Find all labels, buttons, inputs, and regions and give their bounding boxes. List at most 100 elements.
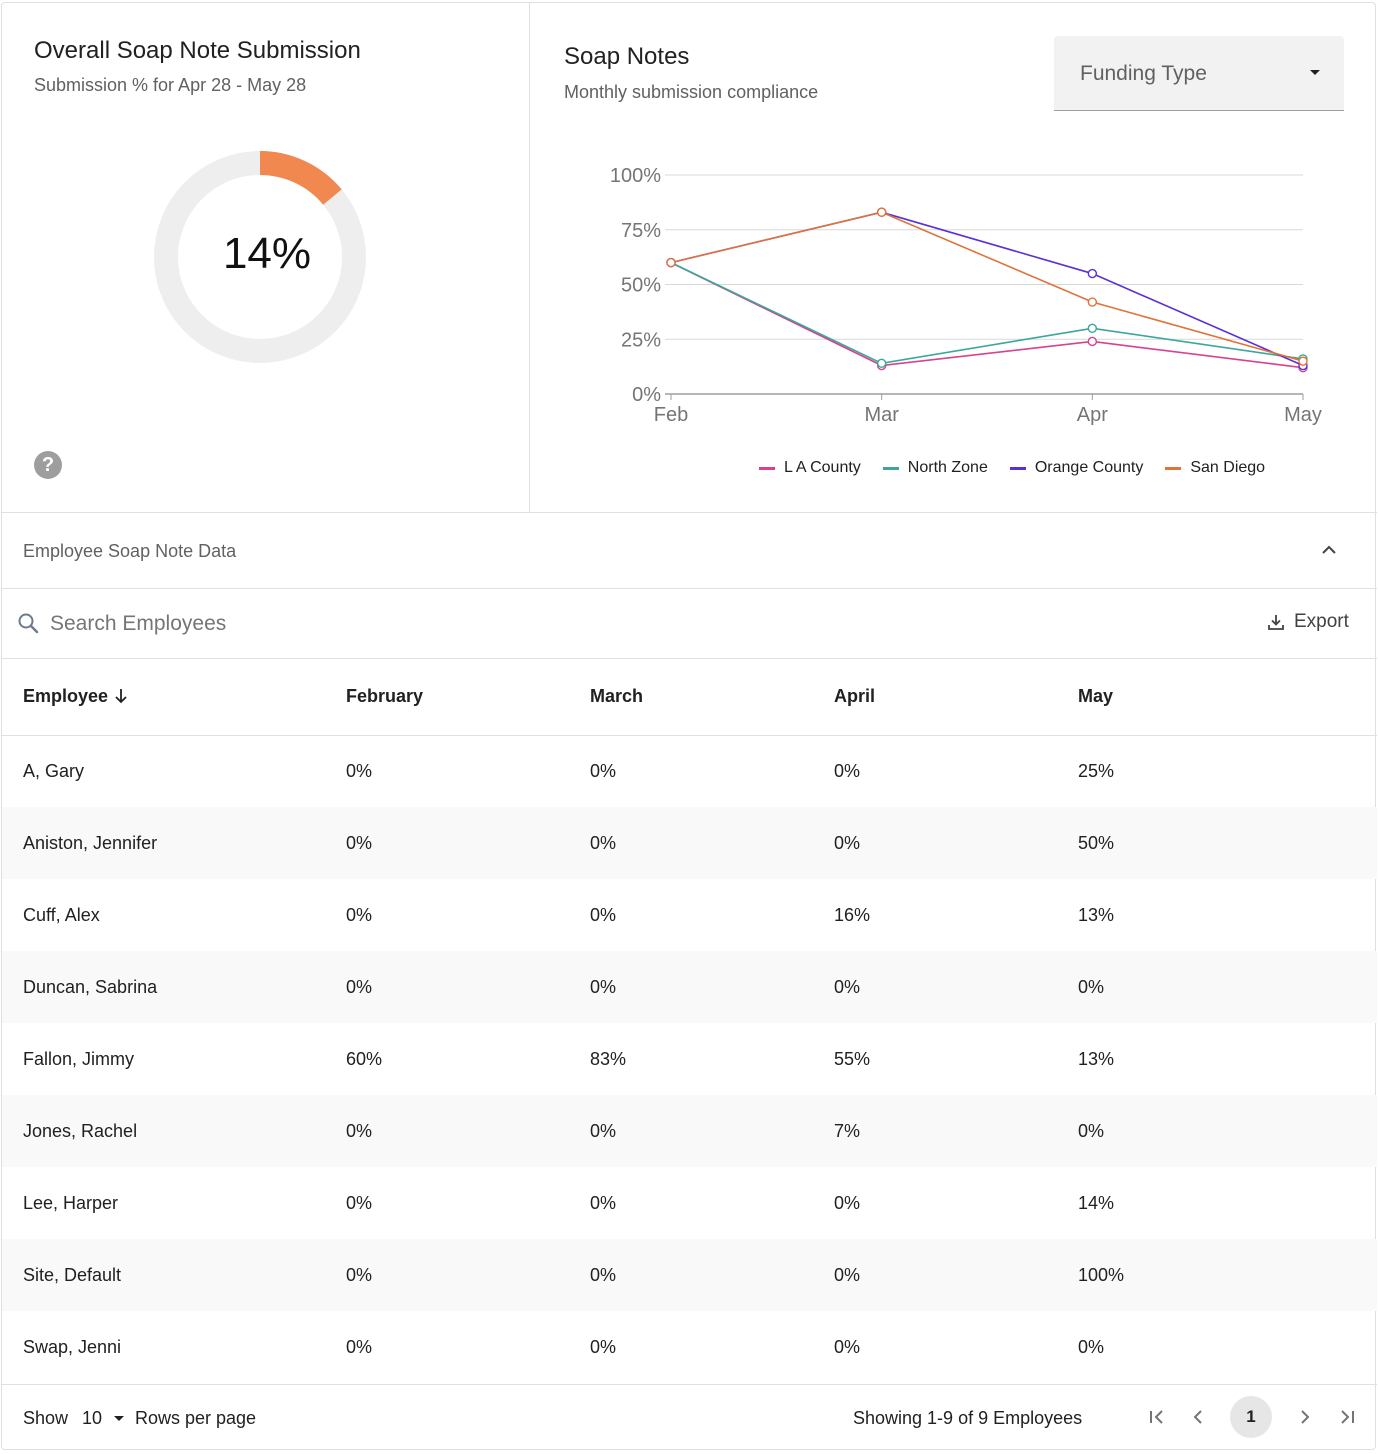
showing-count-text: Showing 1-9 of 9 Employees: [853, 1408, 1083, 1428]
column-header-employee[interactable]: Employee: [2, 659, 346, 735]
table-row[interactable]: A, Gary 0% 0% 0% 25%: [2, 735, 1377, 807]
april-cell: 0%: [834, 1336, 861, 1357]
april-cell: 0%: [834, 1192, 861, 1213]
table-pagination-footer: Show 10 Rows per page Showing 1-9 of 9 E…: [2, 1384, 1377, 1451]
last-page-icon[interactable]: [1335, 1405, 1359, 1429]
summary-row: Overall Soap Note Submission Submission …: [2, 3, 1377, 513]
column-header-march[interactable]: March: [590, 686, 644, 707]
y-tick-label: 100%: [610, 165, 661, 187]
series-line: [670, 261, 1304, 369]
x-tick-label: Mar: [864, 404, 899, 426]
y-tick-label: 0%: [632, 384, 661, 406]
march-cell: 0%: [590, 1192, 617, 1213]
legend-label: San Diego: [1190, 459, 1266, 476]
soap-notes-subtitle: Monthly submission compliance: [564, 82, 819, 102]
legend-swatch-la-county: [759, 466, 775, 470]
february-cell: 0%: [346, 1120, 373, 1141]
legend-item-orange-county[interactable]: Orange County: [1009, 459, 1144, 477]
march-cell: 0%: [590, 1336, 617, 1357]
february-cell: 0%: [346, 1264, 373, 1285]
export-button[interactable]: Export: [1266, 611, 1349, 633]
previous-page-icon[interactable]: [1186, 1405, 1210, 1429]
march-cell: 0%: [590, 976, 617, 997]
table-row[interactable]: Duncan, Sabrina 0% 0% 0% 0%: [2, 951, 1377, 1023]
soap-notes-title: Soap Notes: [564, 43, 690, 70]
march-cell: 83%: [590, 1048, 627, 1069]
march-cell: 0%: [590, 832, 617, 853]
soap-notes-panel: Soap Notes Monthly submission compliance…: [531, 3, 1377, 513]
employee-name-cell: Lee, Harper: [23, 1192, 119, 1213]
x-tick-label: May: [1284, 404, 1322, 426]
february-cell: 60%: [346, 1048, 383, 1069]
employee-name-cell: A, Gary: [23, 760, 85, 781]
may-cell: 13%: [1078, 1048, 1115, 1069]
data-point: [876, 358, 887, 369]
march-cell: 0%: [590, 1264, 617, 1285]
april-cell: 0%: [834, 976, 861, 997]
may-cell: 13%: [1078, 904, 1115, 925]
current-page-button[interactable]: 1: [1230, 1396, 1272, 1438]
legend-item-la-county[interactable]: L A County: [759, 459, 861, 477]
table-row[interactable]: Jones, Rachel 0% 0% 7% 0%: [2, 1095, 1377, 1167]
donut-progress-arc: [259, 151, 342, 206]
series-line: [670, 261, 1304, 365]
legend-label: Orange County: [1034, 459, 1144, 476]
april-cell: 7%: [834, 1120, 861, 1141]
first-page-icon[interactable]: [1145, 1405, 1169, 1429]
march-cell: 0%: [590, 760, 617, 781]
data-point: [1087, 268, 1098, 279]
submission-donut: [154, 151, 366, 363]
employee-name-cell: Aniston, Jennifer: [23, 832, 158, 853]
dropdown-caret-icon: [1310, 70, 1320, 75]
legend-label: North Zone: [907, 459, 988, 476]
export-label: Export: [1294, 611, 1349, 632]
funding-type-select[interactable]: Funding Type: [1054, 36, 1344, 111]
february-cell: 0%: [346, 760, 373, 781]
data-point: [1087, 323, 1098, 334]
table-row[interactable]: Swap, Jenni 0% 0% 0% 0%: [2, 1311, 1377, 1383]
column-header-april[interactable]: April: [834, 686, 876, 707]
may-cell: 14%: [1078, 1192, 1115, 1213]
column-header-label: Employee: [23, 686, 109, 707]
chart-legend: L A County North Zone Orange County San …: [759, 459, 1265, 477]
table-header-row: Employee February March April May: [2, 659, 1377, 735]
legend-item-north-zone[interactable]: North Zone: [882, 459, 988, 477]
table-row[interactable]: Fallon, Jimmy 60% 83% 55% 13%: [2, 1023, 1377, 1095]
overall-subtitle: Submission % for Apr 28 - May 28: [34, 75, 307, 95]
overall-submission-panel: Overall Soap Note Submission Submission …: [2, 3, 530, 513]
help-circle-icon[interactable]: ?: [34, 451, 62, 479]
sort-arrow-down-icon[interactable]: [114, 688, 128, 704]
legend-swatch-north-zone: [882, 466, 899, 470]
may-cell: 0%: [1078, 1336, 1105, 1357]
may-cell: 25%: [1078, 760, 1115, 781]
overall-title: Overall Soap Note Submission: [34, 37, 361, 64]
april-cell: 0%: [834, 760, 861, 781]
data-point: [1298, 356, 1308, 366]
table-row[interactable]: Lee, Harper 0% 0% 0% 14%: [2, 1167, 1377, 1239]
download-icon: [1268, 615, 1284, 630]
table-row[interactable]: Cuff, Alex 0% 0% 16% 13%: [2, 879, 1377, 951]
table-row[interactable]: Aniston, Jennifer 0% 0% 0% 50%: [2, 807, 1377, 879]
column-header-february[interactable]: February: [346, 686, 424, 707]
employee-section-header[interactable]: Employee Soap Note Data: [2, 513, 1377, 589]
column-header-may[interactable]: May: [1078, 686, 1114, 707]
chevron-up-icon[interactable]: [1322, 543, 1336, 557]
march-cell: 0%: [590, 1120, 617, 1141]
next-page-icon[interactable]: [1293, 1405, 1317, 1429]
legend-item-san-diego[interactable]: San Diego: [1165, 459, 1265, 477]
employee-name-cell: Jones, Rachel: [23, 1120, 138, 1141]
may-cell: 0%: [1078, 976, 1105, 997]
rows-per-page-select[interactable]: 10: [82, 1408, 103, 1428]
series-line: [670, 211, 1304, 362]
employee-name-cell: Swap, Jenni: [23, 1336, 122, 1357]
data-point: [1087, 297, 1098, 307]
y-tick-label: 50%: [621, 275, 661, 297]
may-cell: 100%: [1078, 1264, 1125, 1285]
search-employees-input[interactable]: [50, 607, 550, 641]
search-icon: [18, 613, 39, 634]
compliance-line-chart: 0% 25% 50% 75% 100% Feb Mar Apr May: [610, 165, 1322, 426]
rows-per-page-label: Rows per page: [135, 1408, 257, 1428]
table-row[interactable]: Site, Default 0% 0% 0% 100%: [2, 1239, 1377, 1311]
rows-per-page-caret-icon[interactable]: [114, 1416, 124, 1421]
